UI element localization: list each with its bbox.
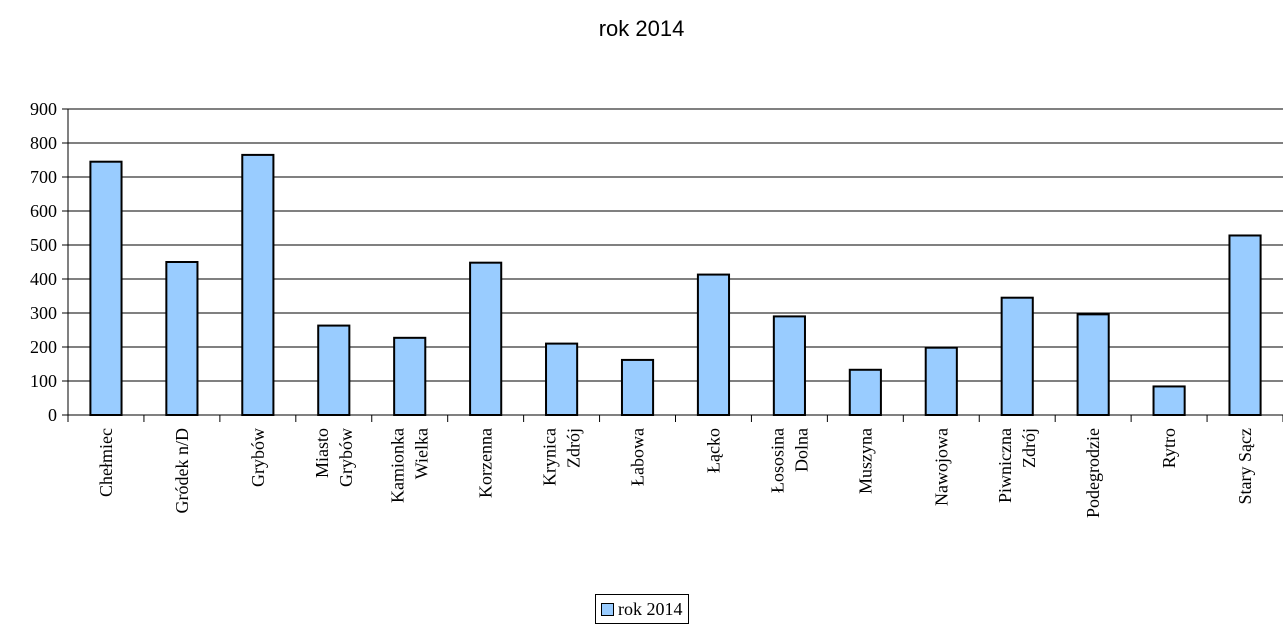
category-label: Łososina	[767, 428, 787, 493]
y-tick-label: 0	[48, 405, 57, 425]
category-label: Łącko	[703, 428, 723, 473]
y-tick-label: 600	[30, 201, 57, 221]
category-label: Korzenna	[476, 428, 496, 498]
category-label: Chełmiec	[96, 428, 116, 497]
category-label: Kamionka	[388, 428, 408, 503]
category-labels: Chełmiec Gródek n/D Grybów Miasto Grybów Kami…	[96, 428, 1255, 518]
legend-label: rok 2014	[618, 598, 683, 619]
bar	[1000, 296, 1034, 417]
bars	[89, 153, 1262, 417]
x-axis-ticks	[67, 415, 1283, 422]
bar	[620, 358, 655, 417]
category-label: Wielka	[412, 428, 432, 479]
bar	[469, 261, 503, 416]
y-tick-label: 200	[30, 337, 57, 357]
category-label: Zdrój	[564, 428, 584, 468]
bar-chart: 0 100 200 300 400 500 600 700 800 900 Chełmiec Gró…	[30, 99, 1283, 518]
legend-swatch	[601, 602, 614, 616]
chart-title: rok 2014	[598, 16, 685, 41]
y-tick-label: 900	[30, 99, 57, 119]
category-label: Krynica	[540, 428, 560, 486]
category-label: Grybów	[248, 428, 268, 487]
bar	[772, 315, 806, 416]
bar	[545, 342, 579, 417]
y-tick-label: 800	[30, 133, 57, 153]
category-label: Miasto	[312, 428, 332, 478]
bar	[848, 368, 882, 416]
bar	[1076, 313, 1110, 416]
category-label: Zdrój	[1019, 428, 1039, 468]
category-label: Stary Sącz	[1235, 428, 1255, 504]
y-tick-label: 100	[30, 371, 57, 391]
category-label: Grybów	[336, 428, 356, 487]
category-label: Piwniczna	[995, 428, 1015, 503]
category-label: Łabowa	[628, 428, 648, 486]
bar	[317, 324, 351, 416]
category-label: Podegrodzie	[1083, 428, 1103, 518]
bar	[1228, 234, 1262, 416]
y-tick-label: 400	[30, 269, 57, 289]
category-label: Rytro	[1159, 428, 1179, 468]
category-label: Dolna	[791, 428, 811, 472]
bar	[1152, 385, 1186, 417]
category-label: Gródek n/D	[172, 428, 192, 513]
bar	[89, 160, 123, 416]
bar	[393, 336, 427, 417]
category-label: Muszyna	[855, 428, 875, 494]
y-tick-label: 700	[30, 167, 57, 187]
bar	[241, 153, 275, 416]
y-tick-label: 500	[30, 235, 57, 255]
category-label: Nawojowa	[931, 428, 951, 506]
legend: rok 2014	[595, 594, 689, 624]
bar	[924, 346, 958, 416]
bar	[165, 261, 199, 416]
y-axis-ticks: 0 100 200 300 400 500 600 700 800 900	[30, 99, 68, 425]
y-tick-label: 300	[30, 303, 57, 323]
bar	[696, 273, 731, 416]
